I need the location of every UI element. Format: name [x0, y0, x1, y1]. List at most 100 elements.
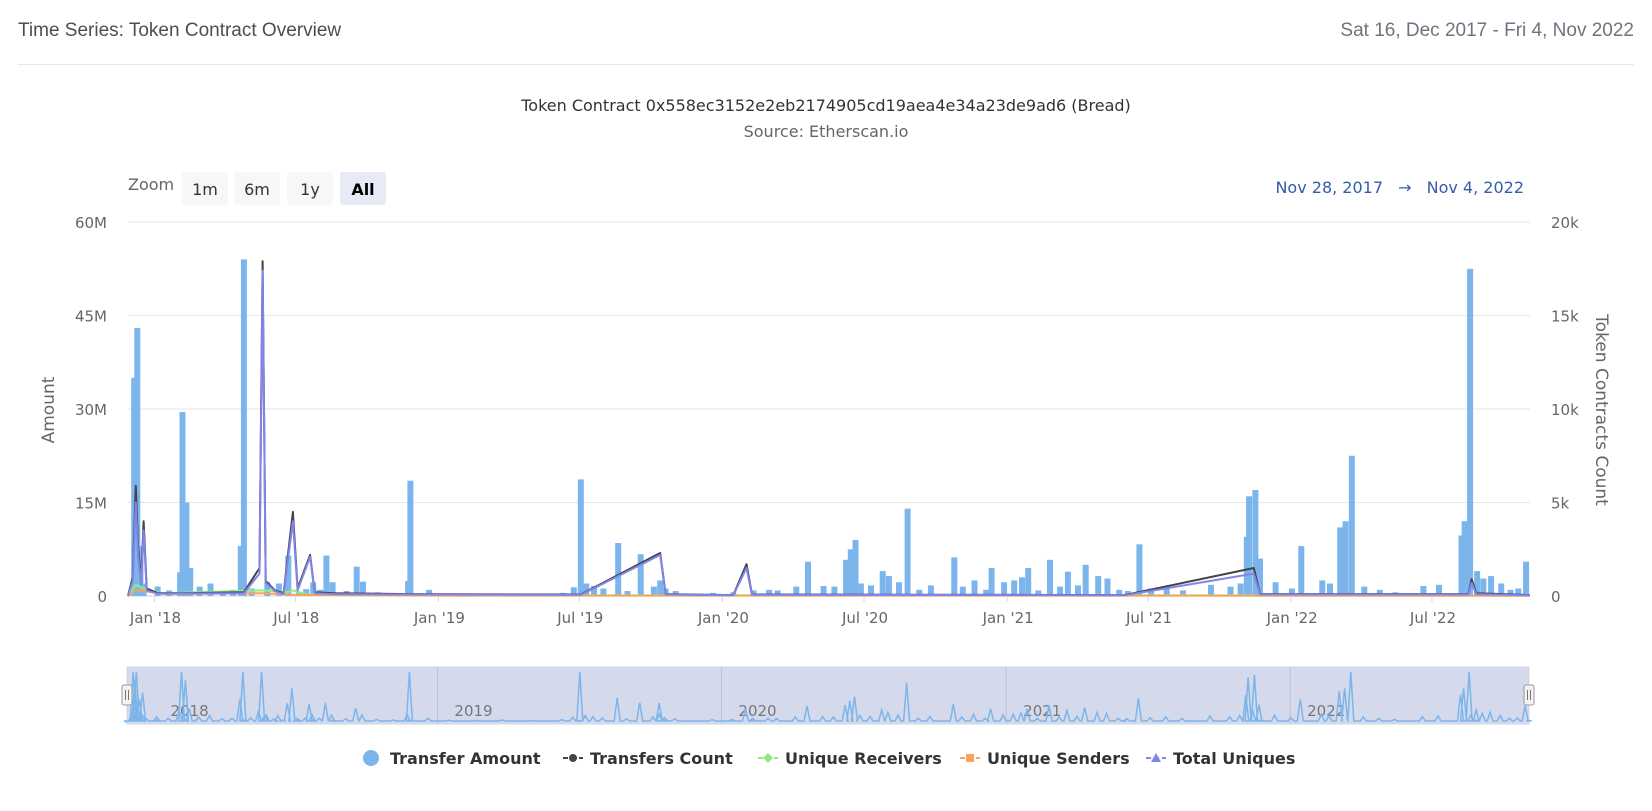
transfer-amount-bar: [615, 543, 622, 596]
legend-marker: [763, 753, 773, 763]
range-arrow: →: [1398, 178, 1411, 197]
transfer-amount-bar: [959, 586, 966, 596]
transfer-amount-bar: [1163, 586, 1170, 596]
transfer-amount-bar: [1498, 583, 1505, 596]
range-from[interactable]: Nov 28, 2017: [1275, 178, 1383, 197]
transfer-amount-bar: [1319, 580, 1326, 596]
transfer-amount-bar: [916, 589, 923, 596]
navigator-year-label: 2022: [1307, 702, 1345, 720]
legend-item-unique-receivers[interactable]: Unique Receivers: [758, 749, 942, 768]
transfer-amount-bar: [1327, 583, 1333, 596]
transfer-amount-bar: [1116, 589, 1123, 596]
legend: Transfer Amount Transfers Count Unique Rec…: [363, 749, 1295, 768]
y-left-tick-label: 45M: [75, 308, 107, 326]
transfer-amount-bar: [650, 586, 657, 596]
transfer-amount-bar: [879, 571, 886, 596]
zoom-1m-button[interactable]: 1m: [182, 172, 228, 205]
y-right-tick-label: 0: [1551, 588, 1561, 606]
transfer-amount-bar: [183, 502, 190, 596]
y-right-tick-label: 15k: [1551, 308, 1579, 326]
y-axis-right: 0 5k 10k 15k 20k: [1551, 214, 1579, 606]
transfer-amount-bar: [600, 588, 607, 596]
legend-circle-marker: [363, 750, 379, 766]
transfer-amount-bar: [1298, 546, 1305, 596]
transfer-amount-bar: [187, 568, 194, 596]
chart-subtitle: Source: Etherscan.io: [744, 122, 909, 141]
transfer-amount-bar: [831, 586, 838, 596]
transfer-amount-bar: [1480, 578, 1487, 596]
transfer-amount-bar: [248, 588, 255, 596]
time-series-chart: Token Contract 0x558ec3152e2eb2174905cd1…: [39, 96, 1611, 768]
transfer-amount-bar: [207, 583, 214, 596]
transfer-amount-bar: [1467, 268, 1474, 597]
transfer-amount-bar: [264, 582, 271, 596]
zoom-1y-button[interactable]: 1y: [287, 172, 333, 205]
x-tick-label: Jul '18: [272, 609, 319, 627]
range-to[interactable]: Nov 4, 2022: [1427, 178, 1524, 197]
transfer-amount-bar: [1025, 568, 1032, 596]
chart-title: Token Contract 0x558ec3152e2eb2174905cd1…: [520, 96, 1131, 115]
handle-body: [121, 684, 133, 706]
transfer-amount-bar: [1376, 589, 1383, 596]
y-axis-left-label: Amount: [39, 376, 59, 443]
transfer-amount-bar: [983, 589, 990, 596]
transfer-amount-bar: [303, 589, 310, 596]
transfer-amount-bar: [1461, 521, 1468, 596]
x-tick-label: Jan '20: [697, 609, 749, 627]
y-axis-right-label: Token Contracts Count: [1591, 313, 1611, 506]
navigator-year-label: 2020: [738, 702, 776, 720]
navigator-left-handle[interactable]: [121, 684, 133, 706]
transfer-amount-bar: [1075, 585, 1081, 596]
legend-item-unique-senders[interactable]: Unique Senders: [960, 749, 1130, 768]
transfer-amount-bar: [847, 549, 854, 597]
transfer-amount-bar: [1272, 582, 1279, 596]
navigator[interactable]: 2018 2019 2020 2021 2022: [121, 666, 1535, 725]
transfer-amount-bar: [1064, 571, 1071, 596]
transfer-amount-bar: [820, 586, 827, 596]
transfer-amount-bar: [793, 586, 800, 596]
zoom-6m-label: 6m: [244, 180, 270, 199]
navigator-right-handle[interactable]: [1523, 684, 1535, 706]
y-right-tick-label: 10k: [1551, 401, 1579, 419]
transfer-amount-bar: [1342, 521, 1349, 596]
x-axis: Jan '18 Jul '18 Jan '19 Jul '19 Jan '20 Jul '…: [129, 596, 1456, 627]
zoom-all-button[interactable]: All: [340, 172, 386, 205]
transfer-amount-bar: [1507, 589, 1514, 596]
transfer-amount-bar: [323, 555, 330, 596]
legend-item-total-uniques[interactable]: Total Uniques: [1146, 749, 1295, 768]
legend-label: Transfers Count: [590, 749, 733, 768]
transfer-amount-bar: [1227, 586, 1234, 596]
transfer-amount-bar: [885, 576, 892, 596]
transfer-amount-bar: [570, 587, 577, 596]
grid-lines: [128, 221, 1530, 597]
transfer-amount-bar: [904, 508, 911, 596]
zoom-label: Zoom: [128, 175, 174, 194]
zoom-1y-bg: [287, 172, 333, 205]
transfer-amount-bar: [1237, 583, 1244, 596]
transfer-amount-bar: [426, 589, 433, 596]
y-left-tick-label: 60M: [75, 214, 107, 232]
transfer-amount-bar: [1082, 564, 1089, 596]
zoom-6m-bg: [234, 172, 280, 205]
transfer-amount-bar: [1047, 559, 1053, 596]
handle-body: [1523, 684, 1535, 706]
card-header: Time Series: Token Contract Overview Sat…: [18, 0, 1634, 65]
transfer-amount-bar: [1523, 561, 1530, 596]
y-left-tick-label: 15M: [75, 495, 107, 513]
legend-marker: [966, 754, 974, 762]
legend-item-transfers-count[interactable]: Transfers Count: [563, 749, 733, 768]
transfer-amount-bar: [1104, 578, 1111, 596]
x-tick-label: Jul '20: [841, 609, 888, 627]
transfer-amount-bar: [857, 583, 864, 596]
transfer-amount-bar: [1458, 535, 1465, 596]
legend-item-transfer-amount[interactable]: Transfer Amount: [363, 749, 541, 768]
x-tick-label: Jul '22: [1409, 609, 1456, 627]
transfer-amount-bar: [237, 546, 244, 596]
transfer-amount-bar: [657, 580, 664, 596]
transfer-amount-bar: [1180, 590, 1186, 596]
zoom-6m-button[interactable]: 6m: [234, 172, 280, 205]
transfer-amount-bar: [134, 328, 141, 596]
navigator-year-label: 2019: [454, 702, 492, 720]
transfer-amount-bar: [774, 590, 781, 596]
